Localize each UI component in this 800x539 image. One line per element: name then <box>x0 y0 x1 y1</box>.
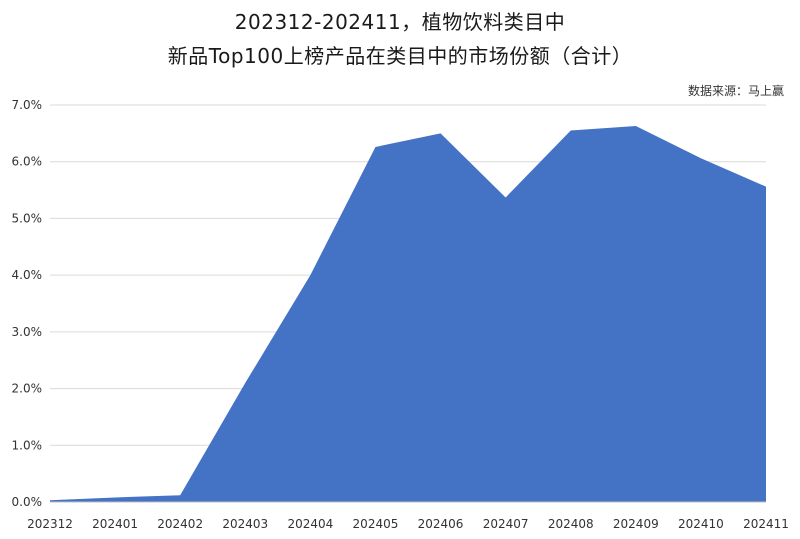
x-tick-label: 202312 <box>27 517 73 531</box>
plot-area <box>50 125 766 502</box>
x-tick-label: 202406 <box>418 517 464 531</box>
y-tick-label: 6.0% <box>12 155 43 169</box>
chart-title-line-2: 新品Top100上榜产品在类目中的市场份额（合计） <box>167 44 633 68</box>
x-tick-label: 202409 <box>613 517 659 531</box>
x-tick-label: 202403 <box>222 517 268 531</box>
x-tick-label: 202404 <box>287 517 333 531</box>
y-tick-label: 1.0% <box>12 438 43 452</box>
y-axis-tick-labels: 0.0% 1.0% 2.0% 3.0% 4.0% 5.0% 6.0% 7.0% <box>12 98 43 509</box>
y-tick-label: 3.0% <box>12 325 43 339</box>
x-tick-label: 202410 <box>678 517 724 531</box>
y-tick-label: 0.0% <box>12 495 43 509</box>
y-tick-label: 2.0% <box>12 382 43 396</box>
x-tick-label: 202402 <box>157 517 203 531</box>
area-series <box>50 125 766 502</box>
y-tick-label: 7.0% <box>12 98 43 112</box>
y-tick-label: 4.0% <box>12 268 43 282</box>
x-tick-label: 202405 <box>353 517 399 531</box>
x-tick-label: 202408 <box>548 517 594 531</box>
x-tick-label: 202407 <box>483 517 529 531</box>
x-axis-tick-labels: 202312 202401 202402 202403 202404 202405 2024… <box>27 517 789 531</box>
x-tick-label: 202401 <box>92 517 138 531</box>
y-tick-label: 5.0% <box>12 211 43 225</box>
x-tick-label: 202411 <box>743 517 789 531</box>
data-source-note: 数据来源：马上赢 <box>687 84 784 98</box>
chart-title-line-1: 202312-202411，植物饮料类目中 <box>234 10 566 34</box>
